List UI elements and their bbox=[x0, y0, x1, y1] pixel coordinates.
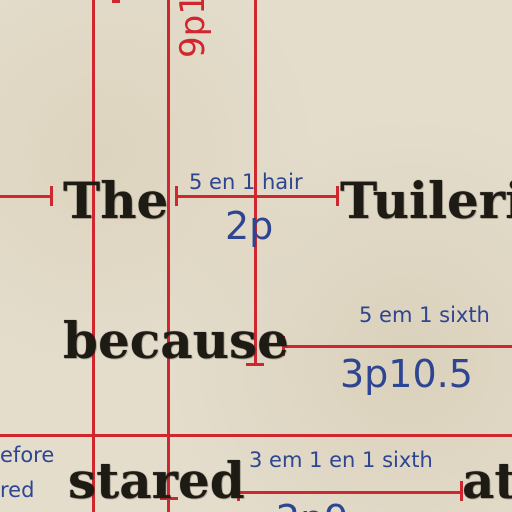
middle-vertical-guide bbox=[167, 0, 170, 512]
gap2-pica-label: 3p10.5 bbox=[340, 352, 473, 396]
row2-gap-start-tick bbox=[282, 336, 285, 356]
left-fragment-label-1: efore bbox=[0, 443, 55, 467]
word-at: at bbox=[462, 451, 512, 510]
word-tuileri: Tuileri bbox=[340, 171, 512, 230]
row1-gap-start-tick bbox=[175, 186, 178, 206]
row1-left-margin-guide bbox=[0, 195, 52, 198]
word-the: The bbox=[63, 171, 169, 230]
row2-gap-measure-line bbox=[283, 345, 512, 348]
left-fragment-label-2: red bbox=[0, 478, 35, 502]
row3-gap-measure-line bbox=[238, 491, 463, 494]
row1-left-margin-tick bbox=[50, 186, 53, 206]
gap3-unit-label: 3 em 1 en 1 sixth bbox=[249, 448, 433, 472]
row3-gap-start-tick bbox=[237, 481, 240, 501]
row1-gap-measure-line bbox=[176, 195, 338, 198]
word-stared: stared bbox=[68, 451, 245, 510]
word-because: because bbox=[63, 311, 289, 370]
row1-gap-end-tick bbox=[336, 186, 339, 206]
row3-top-guide bbox=[0, 434, 512, 437]
row3-baseline-tick bbox=[160, 497, 178, 500]
top-edge-tick bbox=[112, 0, 120, 3]
gap2-unit-label: 5 em 1 sixth bbox=[359, 303, 490, 327]
left-vertical-guide bbox=[92, 0, 95, 512]
gap1-unit-label: 5 en 1 hair bbox=[189, 170, 303, 194]
gap3-pica-label: 2p9 bbox=[276, 500, 348, 512]
row3-gap-end-tick bbox=[460, 481, 463, 501]
right-vertical-guide bbox=[254, 0, 257, 365]
row2-baseline-tick bbox=[246, 363, 264, 366]
vertical-measure-label: 9p1 bbox=[173, 0, 213, 58]
gap1-pica-label: 2p bbox=[225, 204, 274, 248]
